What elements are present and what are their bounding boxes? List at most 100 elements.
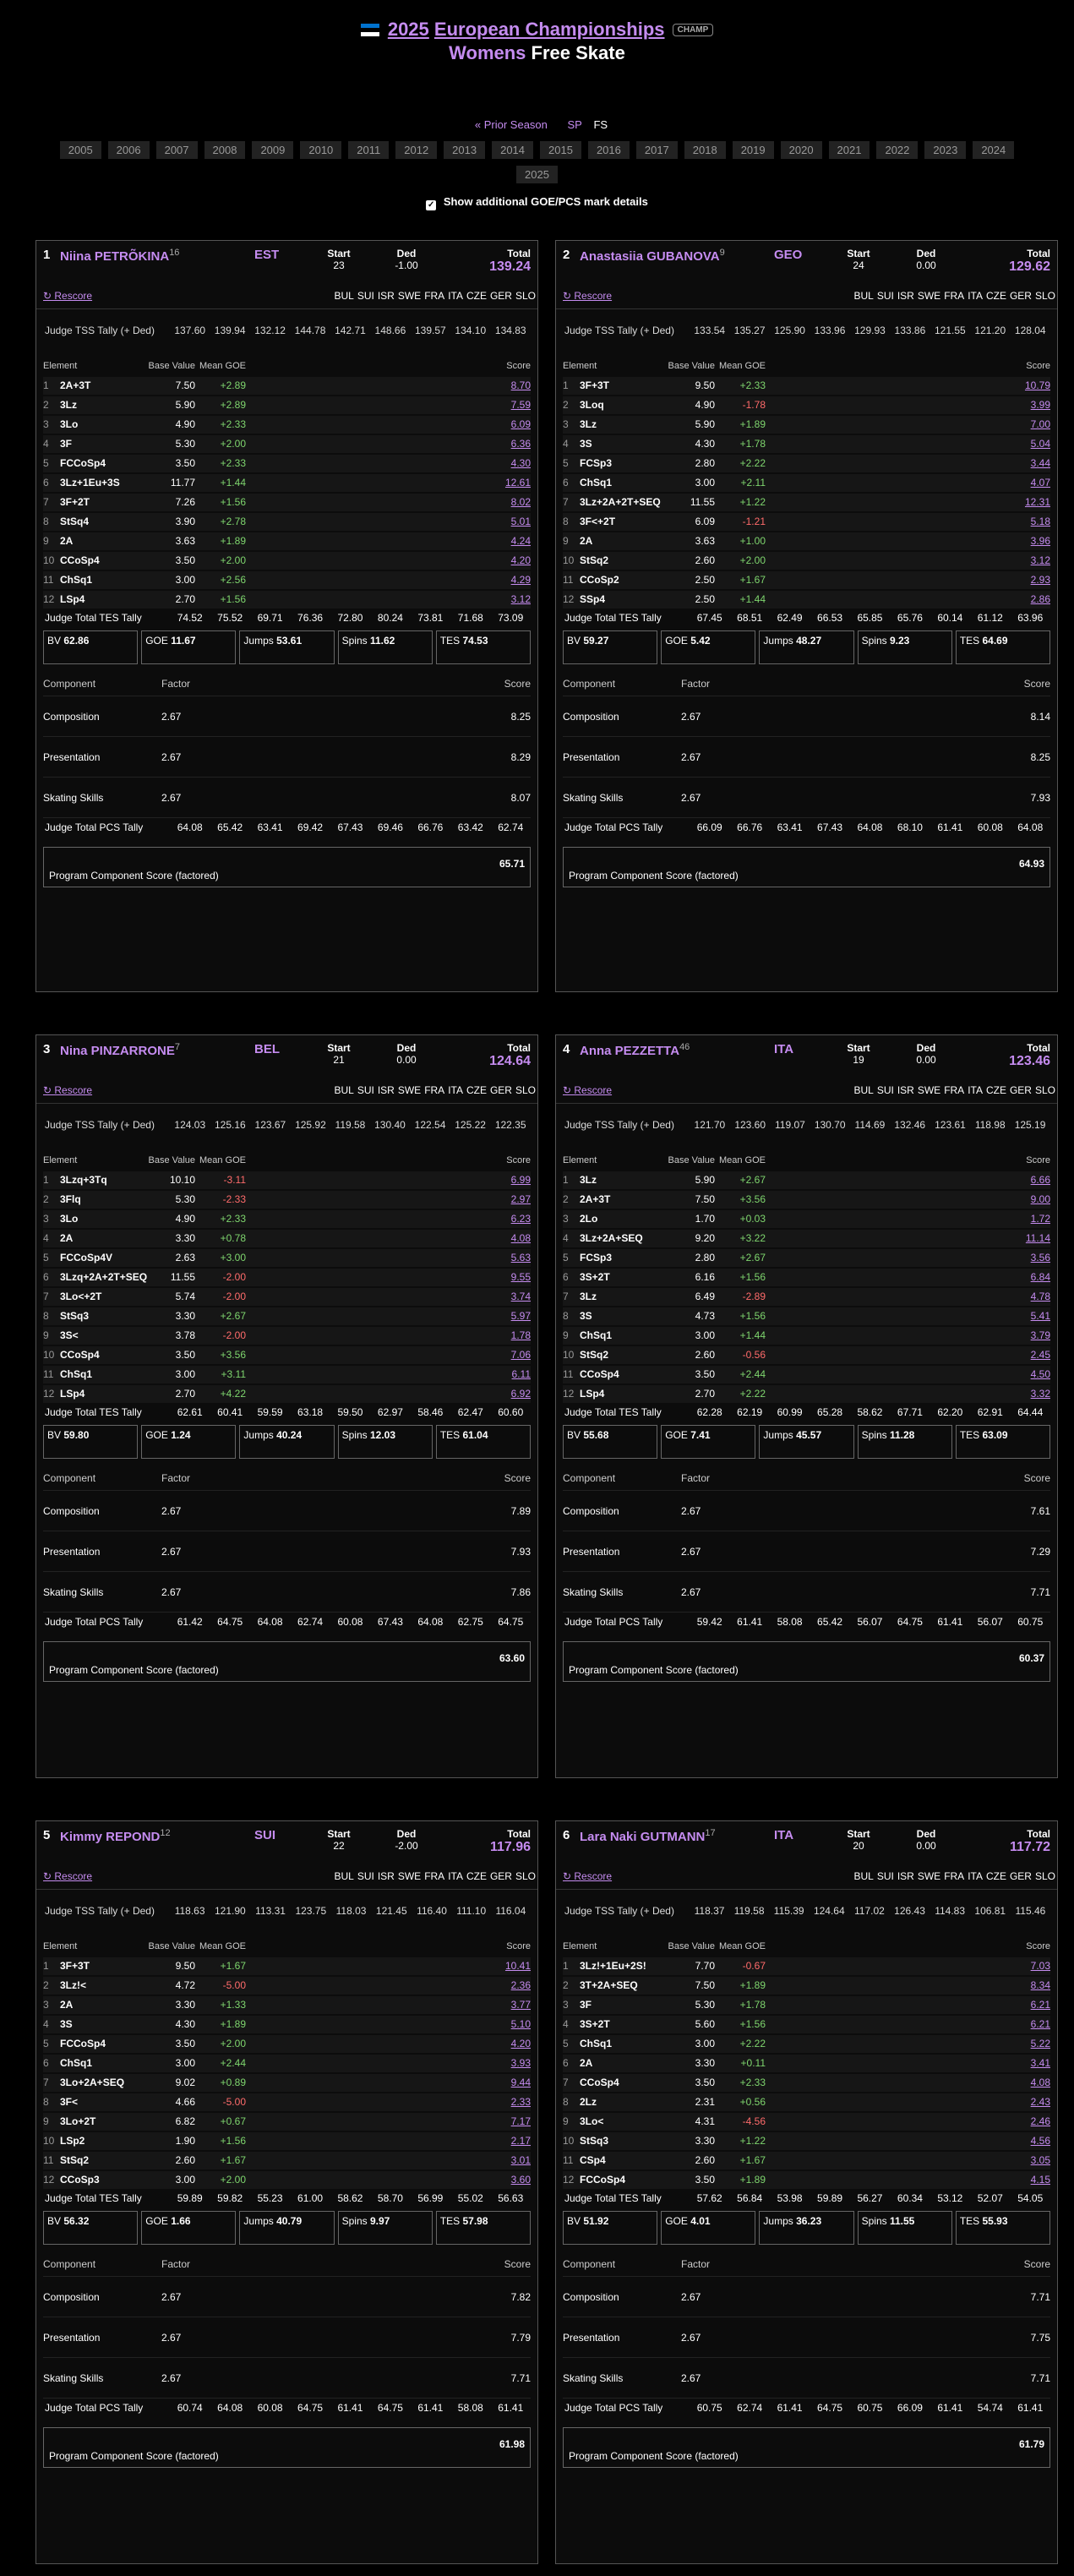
skater-name-link[interactable]: Anastasiia GUBANOVA xyxy=(580,249,720,264)
element-score[interactable]: 3.93 xyxy=(510,2057,531,2069)
nation-link[interactable]: BEL xyxy=(254,1042,280,1056)
year-link[interactable]: 2025 xyxy=(387,19,429,40)
year-button[interactable]: 2020 xyxy=(780,141,822,159)
rescore-link[interactable]: ↻ Rescore xyxy=(563,290,613,302)
element-score[interactable]: 8.02 xyxy=(510,496,531,508)
year-button[interactable]: 2007 xyxy=(155,141,198,159)
element-score[interactable]: 1.72 xyxy=(1030,1213,1050,1225)
total-score-link[interactable]: 123.46 xyxy=(1009,1054,1050,1068)
goe-checkbox-row[interactable]: ✓ Show additional GOE/PCS mark details xyxy=(0,195,1074,210)
element-score[interactable]: 4.78 xyxy=(1030,1291,1050,1302)
element-score[interactable]: 4.15 xyxy=(1030,2174,1050,2186)
year-button[interactable]: 2016 xyxy=(587,141,630,159)
element-score[interactable]: 12.31 xyxy=(1024,496,1050,508)
element-score[interactable]: 1.78 xyxy=(510,1329,531,1341)
element-score[interactable]: 2.45 xyxy=(1030,1349,1050,1361)
skater-name-link[interactable]: Niina PETRÕKINA xyxy=(60,249,170,264)
total-score-link[interactable]: 124.64 xyxy=(489,1054,531,1068)
total-score-link[interactable]: 117.96 xyxy=(489,1840,531,1854)
element-score[interactable]: 6.36 xyxy=(510,438,531,450)
element-score[interactable]: 6.66 xyxy=(1030,1174,1050,1186)
element-score[interactable]: 2.17 xyxy=(510,2135,531,2147)
element-score[interactable]: 3.32 xyxy=(1030,1388,1050,1400)
element-score[interactable]: 3.01 xyxy=(510,2154,531,2166)
element-score[interactable]: 4.56 xyxy=(1030,2135,1050,2147)
category-link[interactable]: Womens xyxy=(449,42,526,63)
year-button[interactable]: 2024 xyxy=(973,141,1015,159)
year-button[interactable]: 2006 xyxy=(107,141,150,159)
element-score[interactable]: 6.11 xyxy=(511,1368,531,1380)
element-score[interactable]: 5.01 xyxy=(510,516,531,527)
element-score[interactable]: 7.06 xyxy=(510,1349,531,1361)
element-score[interactable]: 2.93 xyxy=(1030,574,1050,586)
element-score[interactable]: 3.12 xyxy=(510,593,531,605)
element-score[interactable]: 4.20 xyxy=(510,2038,531,2049)
sp-link[interactable]: SP xyxy=(567,118,582,131)
element-score[interactable]: 9.44 xyxy=(510,2077,531,2088)
element-score[interactable]: 6.99 xyxy=(510,1174,531,1186)
element-score[interactable]: 4.08 xyxy=(1030,2077,1050,2088)
rescore-link[interactable]: ↻ Rescore xyxy=(563,1084,613,1096)
element-score[interactable]: 2.43 xyxy=(1030,2096,1050,2108)
total-score-link[interactable]: 129.62 xyxy=(1009,259,1050,274)
nation-link[interactable]: GEO xyxy=(774,248,803,262)
element-score[interactable]: 2.97 xyxy=(510,1193,531,1205)
rescore-link[interactable]: ↻ Rescore xyxy=(43,1084,93,1096)
element-score[interactable]: 4.30 xyxy=(510,457,531,469)
element-score[interactable]: 12.61 xyxy=(504,477,531,488)
element-score[interactable]: 3.74 xyxy=(510,1291,531,1302)
element-score[interactable]: 5.18 xyxy=(1030,516,1050,527)
rescore-link[interactable]: ↻ Rescore xyxy=(563,1870,613,1882)
element-score[interactable]: 4.29 xyxy=(510,574,531,586)
element-score[interactable]: 7.17 xyxy=(510,2115,531,2127)
element-score[interactable]: 8.34 xyxy=(1030,1979,1050,1991)
element-score[interactable]: 3.12 xyxy=(1030,554,1050,566)
year-button[interactable]: 2022 xyxy=(876,141,919,159)
element-score[interactable]: 5.63 xyxy=(510,1252,531,1263)
element-score[interactable]: 6.23 xyxy=(510,1213,531,1225)
element-score[interactable]: 3.44 xyxy=(1030,457,1050,469)
element-score[interactable]: 6.92 xyxy=(510,1388,531,1400)
element-score[interactable]: 9.55 xyxy=(510,1271,531,1283)
year-button[interactable]: 2023 xyxy=(924,141,967,159)
element-score[interactable]: 2.33 xyxy=(510,2096,531,2108)
year-button[interactable]: 2012 xyxy=(395,141,438,159)
skater-name-link[interactable]: Anna PEZZETTA xyxy=(580,1044,680,1058)
nation-link[interactable]: EST xyxy=(254,248,280,262)
event-link[interactable]: European Championships xyxy=(433,19,665,40)
rescore-link[interactable]: ↻ Rescore xyxy=(43,1870,93,1882)
skater-name-link[interactable]: Lara Naki GUTMANN xyxy=(580,1830,706,1844)
element-score[interactable]: 8.70 xyxy=(510,379,531,391)
element-score[interactable]: 3.99 xyxy=(1030,399,1050,411)
element-score[interactable]: 11.14 xyxy=(1025,1232,1050,1244)
element-score[interactable]: 6.09 xyxy=(510,418,531,430)
year-button[interactable]: 2015 xyxy=(540,141,581,159)
total-score-link[interactable]: 139.24 xyxy=(489,259,531,274)
element-score[interactable]: 7.59 xyxy=(510,399,531,411)
element-score[interactable]: 4.20 xyxy=(510,554,531,566)
element-score[interactable]: 6.21 xyxy=(1030,1999,1050,2011)
year-button[interactable]: 2005 xyxy=(59,141,101,159)
element-score[interactable]: 10.79 xyxy=(1024,379,1050,391)
element-score[interactable]: 3.79 xyxy=(1030,1329,1050,1341)
element-score[interactable]: 3.60 xyxy=(510,2174,531,2186)
element-score[interactable]: 4.50 xyxy=(1030,1368,1050,1380)
year-button[interactable]: 2011 xyxy=(348,141,390,159)
element-score[interactable]: 5.22 xyxy=(1030,2038,1050,2049)
skater-name-link[interactable]: Nina PINZARRONE xyxy=(60,1044,175,1058)
element-score[interactable]: 2.46 xyxy=(1030,2115,1050,2127)
element-score[interactable]: 3.41 xyxy=(1030,2057,1050,2069)
year-button[interactable]: 2021 xyxy=(828,141,870,159)
nation-link[interactable]: SUI xyxy=(254,1828,276,1842)
year-button[interactable]: 2025 xyxy=(516,166,558,183)
year-button[interactable]: 2014 xyxy=(492,141,534,159)
element-score[interactable]: 3.77 xyxy=(510,1999,531,2011)
element-score[interactable]: 5.41 xyxy=(1030,1310,1050,1322)
element-score[interactable]: 2.86 xyxy=(1030,593,1050,605)
element-score[interactable]: 7.00 xyxy=(1030,418,1050,430)
skater-name-link[interactable]: Kimmy REPOND xyxy=(60,1830,161,1844)
element-score[interactable]: 4.24 xyxy=(510,535,531,547)
year-button[interactable]: 2010 xyxy=(300,141,342,159)
prior-season-link[interactable]: « Prior Season xyxy=(474,118,548,131)
year-button[interactable]: 2008 xyxy=(204,141,246,159)
